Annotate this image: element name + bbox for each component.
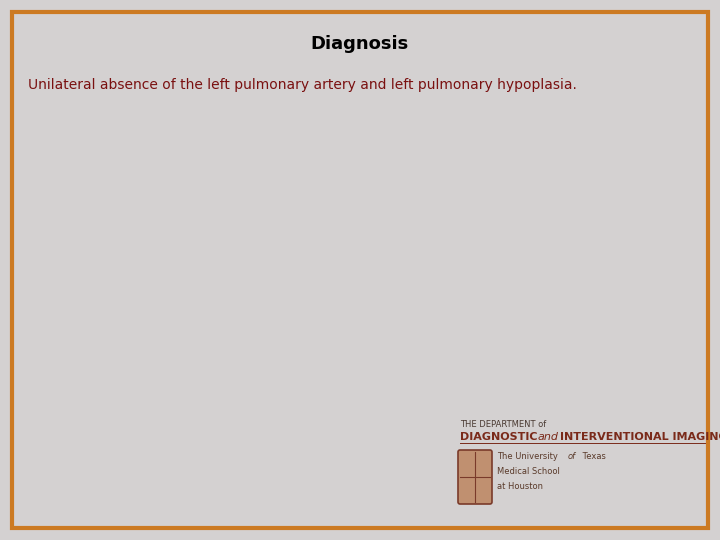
Text: at Houston: at Houston — [497, 482, 543, 491]
Text: The University: The University — [497, 452, 560, 461]
Text: DIAGNOSTIC: DIAGNOSTIC — [460, 432, 538, 442]
FancyBboxPatch shape — [458, 450, 492, 504]
Text: Medical School: Medical School — [497, 467, 560, 476]
Text: of: of — [568, 452, 576, 461]
Text: Diagnosis: Diagnosis — [311, 35, 409, 53]
Text: Texas: Texas — [580, 452, 606, 461]
Text: and: and — [538, 432, 559, 442]
Text: INTERVENTIONAL IMAGING: INTERVENTIONAL IMAGING — [560, 432, 720, 442]
Text: THE DEPARTMENT of: THE DEPARTMENT of — [460, 420, 546, 429]
Text: Unilateral absence of the left pulmonary artery and left pulmonary hypoplasia.: Unilateral absence of the left pulmonary… — [28, 78, 577, 92]
FancyBboxPatch shape — [12, 12, 708, 528]
